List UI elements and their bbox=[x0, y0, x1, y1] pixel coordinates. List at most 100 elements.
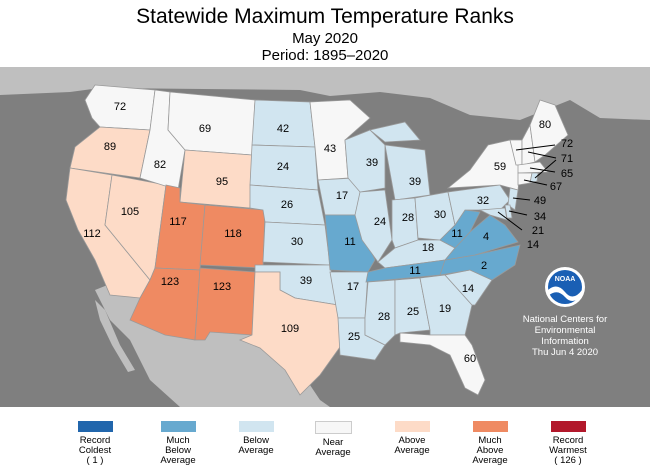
state-texas bbox=[238, 271, 346, 396]
rank-label-idaho: 82 bbox=[154, 159, 166, 171]
rank-label-delaware: 34 bbox=[534, 211, 546, 223]
map-subtitle: May 2020 bbox=[292, 30, 358, 47]
legend-below: Below Average bbox=[216, 415, 296, 456]
rank-label-new-york: 59 bbox=[494, 161, 506, 173]
legend-text: Much bbox=[478, 435, 502, 446]
rank-label-new-mexico: 123 bbox=[213, 281, 231, 293]
rank-label-kansas: 30 bbox=[291, 236, 303, 248]
legend-text: Much bbox=[166, 435, 190, 446]
rank-label-virginia: 4 bbox=[483, 231, 489, 243]
baja-land bbox=[95, 300, 135, 372]
rank-label-north-carolina: 2 bbox=[481, 260, 487, 272]
state-rhode-island bbox=[529, 172, 539, 184]
rank-label-alabama: 25 bbox=[407, 306, 419, 318]
legend-text: Average bbox=[472, 455, 508, 466]
legend-swatch-near bbox=[314, 421, 352, 434]
state-maryland bbox=[478, 207, 508, 221]
legend-text: Average bbox=[238, 445, 274, 456]
rank-label-louisiana: 25 bbox=[348, 331, 360, 343]
legend-text: Near bbox=[322, 437, 344, 448]
state-massachusetts bbox=[517, 161, 549, 174]
rank-label-arizona: 123 bbox=[161, 276, 179, 288]
rank-label-connecticut: 67 bbox=[550, 181, 562, 193]
rank-label-south-carolina: 14 bbox=[462, 283, 474, 295]
legend-text: Below bbox=[165, 445, 191, 456]
legend: Record Coldest ( 1 ) Much Below Average … bbox=[0, 415, 650, 475]
rank-label-maine: 80 bbox=[539, 119, 551, 131]
legend-near: Near Average bbox=[293, 415, 373, 458]
legend-text: Above bbox=[476, 445, 504, 456]
rank-label-montana: 69 bbox=[199, 123, 211, 135]
rank-label-illinois: 24 bbox=[374, 216, 386, 228]
legend-text: Above bbox=[398, 435, 426, 446]
state-new-jersey bbox=[507, 187, 519, 211]
rank-label-pennsylvania: 32 bbox=[477, 195, 489, 207]
legend-much-above: Much Above Average bbox=[450, 415, 530, 466]
legend-text: Record bbox=[552, 435, 584, 446]
state-montana bbox=[167, 91, 256, 156]
rank-label-tennessee: 11 bbox=[409, 265, 420, 277]
rank-label-missouri: 11 bbox=[344, 236, 355, 248]
legend-text: Record bbox=[79, 435, 111, 446]
us-rank-map: 72 89 112 105 82 69 95 117 118 123 123 4… bbox=[0, 67, 650, 407]
state-missouri bbox=[324, 214, 376, 273]
state-alabama bbox=[394, 277, 431, 336]
legend-record-coldest: Record Coldest ( 1 ) bbox=[55, 415, 135, 466]
credit-block: National Centers for Environmental Infor… bbox=[523, 314, 607, 358]
credit-date: Thu Jun 4 2020 bbox=[532, 347, 598, 358]
legend-text: ( 1 ) bbox=[86, 455, 104, 466]
rank-label-utah: 117 bbox=[169, 216, 187, 228]
noaa-logo: NOAA bbox=[545, 267, 585, 307]
legend-text: Coldest bbox=[78, 445, 112, 456]
leader-lines bbox=[497, 144, 557, 231]
legend-swatch-below bbox=[238, 421, 274, 432]
state-florida bbox=[399, 332, 486, 396]
legend-text: Below bbox=[243, 435, 269, 446]
rank-label-vermont: 71 bbox=[561, 153, 573, 165]
rank-label-south-dakota: 24 bbox=[277, 161, 289, 173]
rank-label-michigan: 39 bbox=[409, 176, 421, 188]
legend-text: Average bbox=[160, 455, 196, 466]
rank-label-iowa: 17 bbox=[336, 190, 348, 202]
rank-label-rhode-island: 14 bbox=[527, 239, 539, 251]
rank-label-maryland: 21 bbox=[532, 225, 544, 237]
legend-text: Warmest bbox=[549, 445, 587, 456]
rank-label-california: 112 bbox=[83, 228, 101, 240]
state-north-carolina bbox=[439, 244, 521, 281]
rank-label-new-hampshire: 72 bbox=[561, 138, 573, 150]
rank-label-ohio: 30 bbox=[434, 209, 446, 221]
rank-label-wisconsin: 39 bbox=[366, 157, 378, 169]
rank-label-wyoming: 95 bbox=[216, 176, 228, 188]
rank-label-colorado: 118 bbox=[224, 228, 242, 240]
state-oregon bbox=[69, 126, 151, 179]
legend-record-warmest: Record Warmest ( 126 ) bbox=[528, 415, 608, 466]
rank-label-indiana: 28 bbox=[402, 212, 414, 224]
canada-land bbox=[0, 67, 650, 120]
rank-label-kentucky: 18 bbox=[422, 242, 434, 254]
rank-label-washington: 72 bbox=[114, 101, 126, 113]
noaa-logo-text: NOAA bbox=[555, 276, 576, 283]
rank-label-georgia: 19 bbox=[439, 303, 451, 315]
legend-text: Average bbox=[315, 447, 351, 458]
legend-swatch-above bbox=[394, 421, 430, 432]
rank-label-nevada: 105 bbox=[121, 206, 139, 218]
rank-label-arkansas: 17 bbox=[347, 281, 359, 293]
state-new-mexico bbox=[194, 267, 256, 341]
legend-swatch-record-coldest bbox=[77, 421, 113, 432]
rank-label-minnesota: 43 bbox=[324, 143, 336, 155]
state-virginia bbox=[444, 214, 519, 261]
credit-line-1: National Centers for bbox=[523, 314, 607, 325]
legend-much-below: Much Below Average bbox=[138, 415, 218, 466]
credit-line-2: Environmental bbox=[535, 325, 596, 336]
rank-label-nebraska: 26 bbox=[281, 199, 293, 211]
rank-label-mississippi: 28 bbox=[378, 311, 390, 323]
rank-label-new-jersey: 49 bbox=[534, 195, 546, 207]
rank-label-massachusetts: 65 bbox=[561, 168, 573, 180]
legend-swatch-much-above bbox=[472, 421, 508, 432]
rank-label-florida: 60 bbox=[464, 353, 476, 365]
rank-label-oregon: 89 bbox=[104, 141, 116, 153]
legend-text: ( 126 ) bbox=[554, 455, 582, 466]
legend-swatch-much-below bbox=[160, 421, 196, 432]
legend-above: Above Average bbox=[372, 415, 452, 456]
rank-label-west-virginia: 11 bbox=[451, 228, 462, 240]
